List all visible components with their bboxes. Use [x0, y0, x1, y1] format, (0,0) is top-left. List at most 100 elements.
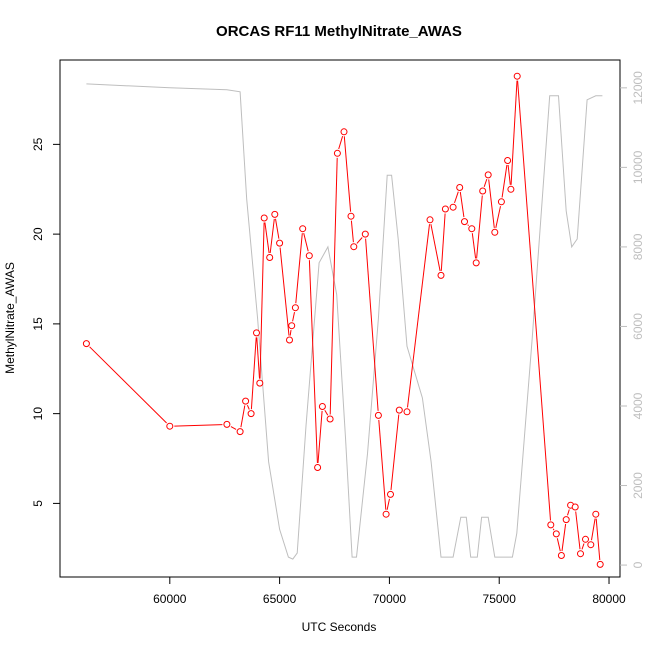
data-point — [260, 214, 268, 222]
data-point — [395, 406, 403, 414]
series-line-segment — [467, 224, 469, 226]
series-line-segment — [264, 222, 270, 254]
series-line-segment — [471, 233, 477, 259]
data-point — [507, 185, 515, 193]
data-point — [441, 205, 449, 213]
y-tick-label: 15 — [31, 317, 45, 331]
data-point — [326, 415, 334, 423]
series-line-segment — [454, 191, 459, 204]
plot-frame — [59, 59, 621, 578]
series-line-segment — [488, 179, 495, 228]
data-point — [596, 560, 604, 568]
data-point — [387, 490, 394, 498]
data-point — [347, 212, 355, 220]
series-line-segment — [390, 414, 400, 490]
data-point — [547, 521, 555, 529]
series-line-segment — [174, 424, 223, 427]
chart-title: ORCAS RF11 MethylNitrate_AWAS — [216, 23, 462, 40]
series-line-segment — [575, 511, 581, 550]
data-point — [468, 225, 476, 233]
data-point — [426, 216, 434, 224]
data-point — [552, 530, 560, 538]
data-point — [288, 322, 296, 330]
y-tick-label: 5 — [31, 500, 45, 507]
series-line-segment — [240, 405, 246, 428]
data-point — [587, 541, 595, 549]
x-axis: 60000 65000 70000 75000 80000 — [153, 577, 626, 606]
series-line-segment — [552, 528, 555, 531]
y-tick-label: 20 — [31, 227, 45, 241]
y2-tick-label: 4000 — [631, 392, 645, 419]
series-line-segment — [279, 247, 290, 336]
data-point — [305, 252, 313, 260]
series-line-segment — [386, 498, 390, 510]
data-point — [291, 304, 299, 312]
y-axis: 5 10 15 20 25 — [31, 137, 60, 507]
series-line-segment — [246, 404, 250, 410]
data-point — [350, 243, 358, 251]
series-line-segment — [430, 224, 441, 272]
data-point — [266, 254, 274, 261]
data-point — [562, 516, 570, 524]
series-line-segment — [459, 191, 465, 218]
series-line-segment — [591, 518, 596, 541]
y2-tick-label: 6000 — [631, 313, 645, 340]
series-line-segment — [501, 164, 508, 198]
data-point — [318, 403, 326, 410]
series-line-segment — [510, 80, 518, 185]
data-point — [449, 203, 457, 211]
data-point — [497, 198, 505, 206]
data-point — [286, 336, 293, 344]
data-point — [484, 171, 492, 179]
series-line-segment — [483, 178, 488, 187]
data-point — [374, 411, 382, 419]
series-line-segment — [440, 213, 446, 271]
series-line-segment — [343, 136, 352, 212]
y-tick-label: 10 — [31, 407, 45, 421]
series-line-segment — [350, 220, 354, 243]
data-point — [491, 228, 499, 236]
series-line-segment — [295, 233, 303, 304]
data-point — [382, 510, 390, 518]
series-line-segment — [561, 523, 567, 552]
data-point — [236, 428, 244, 436]
series-line-segment — [595, 518, 601, 561]
data-point — [247, 410, 255, 418]
data-point — [361, 230, 369, 238]
data-point — [479, 187, 487, 195]
series-line-segment — [89, 346, 167, 424]
series-layer — [82, 72, 604, 568]
series-line-segment — [292, 311, 295, 322]
x-tick-label: 80000 — [592, 592, 626, 606]
series-line-segment — [303, 232, 309, 252]
series-line-segment — [581, 543, 585, 550]
series-line-segment — [317, 410, 323, 464]
x-tick-label: 65000 — [263, 592, 297, 606]
y2-tick-label: 10000 — [631, 150, 645, 184]
series-line-segment — [329, 157, 338, 415]
series-line-segment — [356, 237, 363, 244]
series-line-segment — [378, 419, 387, 510]
series-line-segment — [324, 410, 329, 416]
data-point — [276, 239, 284, 247]
y2-tick-label: 0 — [631, 561, 645, 568]
y2-tick-label: 12000 — [631, 71, 645, 105]
data-point — [577, 550, 584, 558]
series-line-segment — [259, 222, 265, 379]
data-point — [582, 535, 589, 543]
x-tick-label: 70000 — [373, 592, 407, 606]
data-point — [166, 422, 174, 430]
series-line-segment — [308, 260, 318, 464]
data-point — [314, 464, 322, 471]
x-tick-label: 75000 — [483, 592, 517, 606]
data-point — [82, 340, 90, 348]
series-line-segment — [365, 238, 379, 411]
series-line-segment — [256, 337, 260, 379]
series-line-segment — [407, 224, 430, 408]
data-point — [504, 157, 512, 164]
secondary-series-line — [86, 83, 603, 560]
data-point — [461, 218, 468, 226]
data-point — [592, 510, 600, 518]
